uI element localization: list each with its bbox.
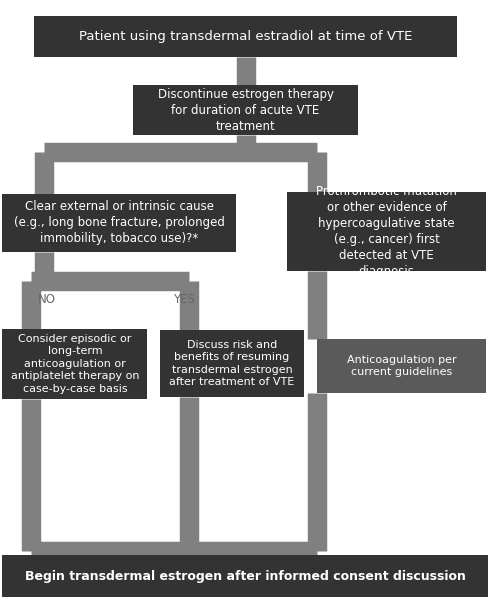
FancyBboxPatch shape xyxy=(317,339,486,393)
FancyBboxPatch shape xyxy=(2,329,147,399)
Text: Consider episodic or
long-term
anticoagulation or
antiplatelet therapy on
case-b: Consider episodic or long-term anticoagu… xyxy=(11,334,139,393)
Text: Begin transdermal estrogen after informed consent discussion: Begin transdermal estrogen after informe… xyxy=(25,569,465,583)
FancyBboxPatch shape xyxy=(287,192,486,271)
FancyBboxPatch shape xyxy=(133,85,358,135)
FancyBboxPatch shape xyxy=(160,330,304,397)
Text: NO: NO xyxy=(38,293,55,306)
FancyBboxPatch shape xyxy=(2,194,236,252)
Text: Discuss risk and
benefits of resuming
transdermal estrogen
after treatment of VT: Discuss risk and benefits of resuming tr… xyxy=(169,340,295,387)
FancyBboxPatch shape xyxy=(34,16,457,57)
Text: Clear external or intrinsic cause
(e.g., long bone fracture, prolonged
immobilit: Clear external or intrinsic cause (e.g.,… xyxy=(14,200,224,245)
Text: Prothrombotic mutation
or other evidence of
hypercoagulative state
(e.g., cancer: Prothrombotic mutation or other evidence… xyxy=(316,185,457,278)
Text: YES: YES xyxy=(173,293,195,306)
Text: Patient using transdermal estradiol at time of VTE: Patient using transdermal estradiol at t… xyxy=(79,30,412,43)
FancyBboxPatch shape xyxy=(2,555,488,597)
Text: Anticoagulation per
current guidelines: Anticoagulation per current guidelines xyxy=(347,355,456,377)
Text: Discontinue estrogen therapy
for duration of acute VTE
treatment: Discontinue estrogen therapy for duratio… xyxy=(158,88,333,133)
